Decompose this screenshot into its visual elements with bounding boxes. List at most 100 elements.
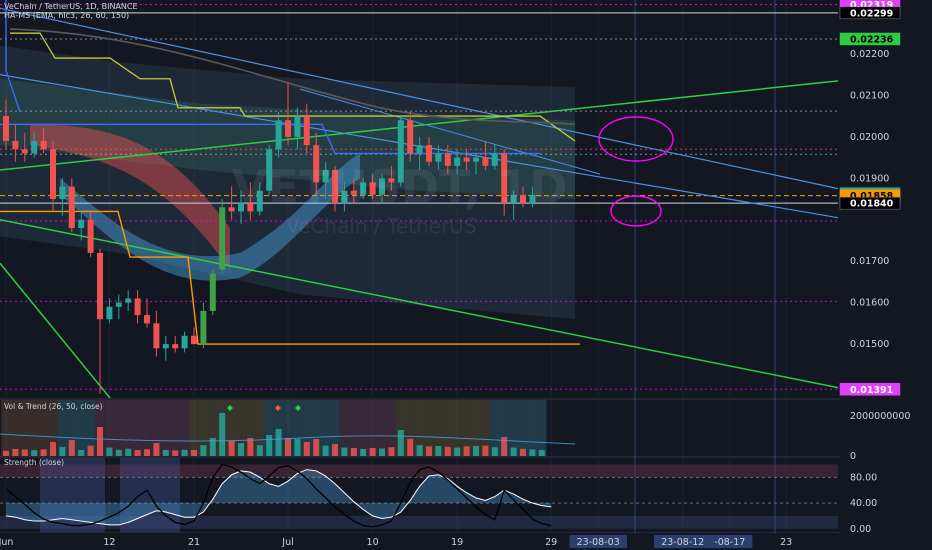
volume-bar (444, 446, 451, 456)
candle (106, 298, 113, 324)
price-axis (840, 0, 932, 533)
candle-body (87, 219, 94, 253)
volume-trend-shade (377, 400, 387, 456)
candle (191, 327, 197, 345)
candle (501, 149, 508, 216)
price-tick-label: 0.01500 (850, 339, 889, 350)
volume-bar (162, 450, 169, 456)
volume-bar (322, 445, 329, 456)
candle (520, 186, 526, 208)
orange-step-line (0, 210, 580, 345)
candle-body (59, 186, 66, 199)
candle (397, 116, 404, 187)
time-tick-label: 10 (367, 537, 379, 548)
volume-bar (21, 449, 28, 456)
candle (435, 145, 442, 170)
volume-bar (538, 450, 545, 456)
candle (256, 182, 263, 216)
candle (529, 186, 536, 208)
candle (97, 248, 103, 394)
candle (369, 174, 376, 199)
candle-body (482, 157, 489, 166)
volume-bar (209, 438, 216, 456)
volume-pane-label: Vol & Trend (26, 50, close) (4, 402, 103, 411)
candle (360, 178, 367, 199)
candle-body (529, 194, 536, 204)
candle (3, 99, 9, 150)
volume-bar (87, 445, 94, 456)
candle (115, 294, 122, 320)
volume-trend-shade (405, 400, 415, 456)
candle (285, 82, 291, 146)
candle-body (285, 120, 291, 137)
volume-trend-shade (198, 400, 209, 456)
volume-bar (12, 449, 19, 456)
volume-bar (68, 440, 75, 456)
volume-bar (491, 447, 498, 456)
candle-body (247, 203, 254, 212)
candle-body (12, 140, 19, 150)
level-label: 0.01797 (798, 0, 831, 2)
time-tick-label: Jul (281, 537, 293, 548)
volume-bar (313, 439, 320, 456)
candle-body (134, 298, 141, 316)
price-badge-label: 0.01391 (850, 385, 893, 396)
candle (426, 136, 432, 166)
candle (228, 186, 235, 220)
volume-bar (369, 448, 376, 456)
volume-trend-shade (349, 400, 359, 456)
candle (416, 136, 423, 170)
candle-body (40, 140, 47, 150)
candle (87, 211, 94, 258)
candle (379, 174, 385, 204)
bear-ribbon (30, 124, 230, 270)
candle (341, 182, 348, 212)
level-label: 0.01970 (798, 0, 831, 2)
volume-trend-shade (461, 400, 472, 456)
volume-trend-shade (283, 400, 293, 456)
candle-body (426, 145, 432, 162)
price-tick-label: 0.02100 (850, 90, 889, 101)
price-badge-label: 0.02236 (850, 34, 894, 45)
chart-header: VeChain / TetherUS, 1D, BINANCE HA-MS (E… (4, 2, 138, 20)
volume-bar (407, 438, 414, 456)
volume-bar (40, 449, 47, 456)
price-badge (839, 6, 901, 20)
volume-bar (78, 450, 85, 456)
candle (294, 107, 301, 150)
volume-bar (172, 450, 179, 456)
volume-bar (388, 447, 395, 456)
strength-oversold-zone (0, 515, 838, 529)
candle-body (238, 203, 244, 212)
volume-bar (350, 448, 357, 456)
candle (332, 165, 338, 212)
candle-body (275, 120, 282, 150)
volume-trend-shade (433, 400, 444, 456)
candle-body (322, 169, 329, 183)
blue-trendline-1 (0, 7, 839, 190)
price-badge-label: 0.02319 (850, 0, 893, 11)
time-axis-badge-label: -08-17 (714, 537, 745, 548)
volume-bar (501, 437, 508, 456)
volume-signal-marker (227, 405, 233, 411)
candle-body (172, 344, 179, 349)
candle-body (379, 178, 385, 195)
volume-bar (416, 445, 423, 456)
volume-bar (200, 445, 207, 456)
candle-body (303, 116, 310, 146)
level-label: 0.01958 (798, 0, 831, 2)
volume-bar (238, 443, 244, 456)
volume-bar (3, 450, 9, 456)
volume-trend-shade (67, 400, 77, 456)
time-tick-label: Jun (0, 537, 13, 548)
volume-bar (454, 447, 461, 456)
volume-bar (303, 442, 310, 456)
candle (125, 290, 132, 311)
volume-trend-shade (236, 400, 246, 456)
candle (172, 335, 179, 353)
candle-body (520, 194, 526, 204)
candle (247, 182, 254, 220)
volume-trend-shade (104, 400, 115, 456)
blue-spike-line (5, 0, 21, 113)
